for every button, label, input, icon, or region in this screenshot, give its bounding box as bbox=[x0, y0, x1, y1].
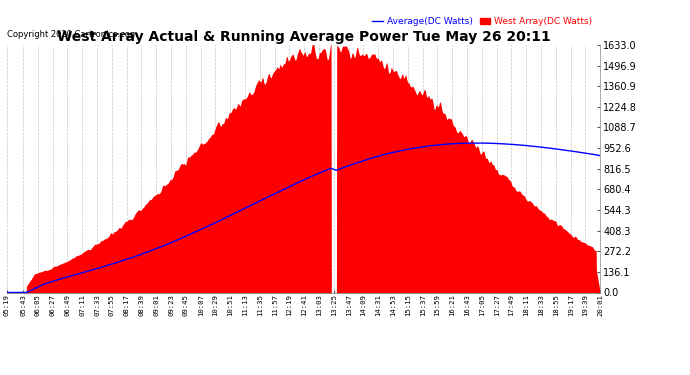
Title: West Array Actual & Running Average Power Tue May 26 20:11: West Array Actual & Running Average Powe… bbox=[57, 30, 551, 44]
Legend: Average(DC Watts), West Array(DC Watts): Average(DC Watts), West Array(DC Watts) bbox=[368, 13, 595, 30]
Text: Copyright 2020 Cartronics.com: Copyright 2020 Cartronics.com bbox=[7, 30, 138, 39]
